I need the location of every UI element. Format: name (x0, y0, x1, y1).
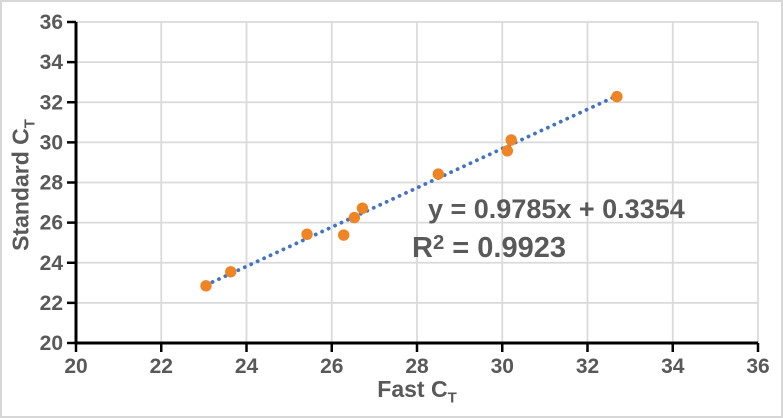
x-tick-label: 24 (235, 355, 259, 378)
x-tick-label: 32 (576, 355, 599, 378)
data-point (200, 280, 212, 292)
data-point (501, 145, 514, 157)
x-axis-title-subscript: T (447, 389, 457, 407)
x-tick-label: 36 (746, 355, 769, 378)
x-tick-label: 28 (405, 355, 429, 378)
x-tick-label: 20 (64, 355, 87, 378)
data-point (348, 211, 361, 224)
r-squared-superscript: 2 (432, 232, 445, 255)
x-tick-label: 30 (491, 355, 514, 378)
data-point (356, 202, 369, 214)
trendline (204, 93, 619, 287)
y-axis-title-subscript: T (21, 119, 39, 129)
x-axis-title-text: Fast C (377, 376, 448, 402)
x-tick-label: 34 (661, 355, 685, 378)
r-squared-base: R (412, 232, 433, 264)
x-tick-label: 26 (320, 355, 343, 378)
y-tick-label: 20 (40, 332, 63, 355)
y-axis-title-text: Standard C (7, 128, 34, 251)
data-point (611, 90, 623, 103)
trendline-equation-label: y = 0.9785x + 0.3354 (428, 194, 685, 224)
x-axis-title: Fast CT (76, 378, 758, 407)
y-tick-label: 28 (40, 172, 64, 195)
y-tick-label: 36 (40, 11, 63, 34)
data-point (301, 228, 313, 240)
y-tick-label: 30 (40, 131, 63, 154)
data-point (432, 168, 445, 180)
y-tick-label: 22 (40, 292, 63, 315)
r-squared-value: = 0.9923 (444, 232, 566, 264)
y-tick-label: 26 (40, 212, 63, 235)
data-point (225, 266, 237, 278)
y-tick-label: 24 (40, 252, 64, 275)
r-squared-label: R2 = 0.9923 (412, 232, 566, 264)
data-point (337, 229, 350, 241)
y-tick-label: 32 (40, 91, 63, 114)
data-point (505, 134, 517, 146)
y-axis-title: Standard CT (7, 119, 39, 251)
y-tick-label: 34 (40, 51, 64, 74)
x-tick-label: 22 (150, 355, 173, 378)
